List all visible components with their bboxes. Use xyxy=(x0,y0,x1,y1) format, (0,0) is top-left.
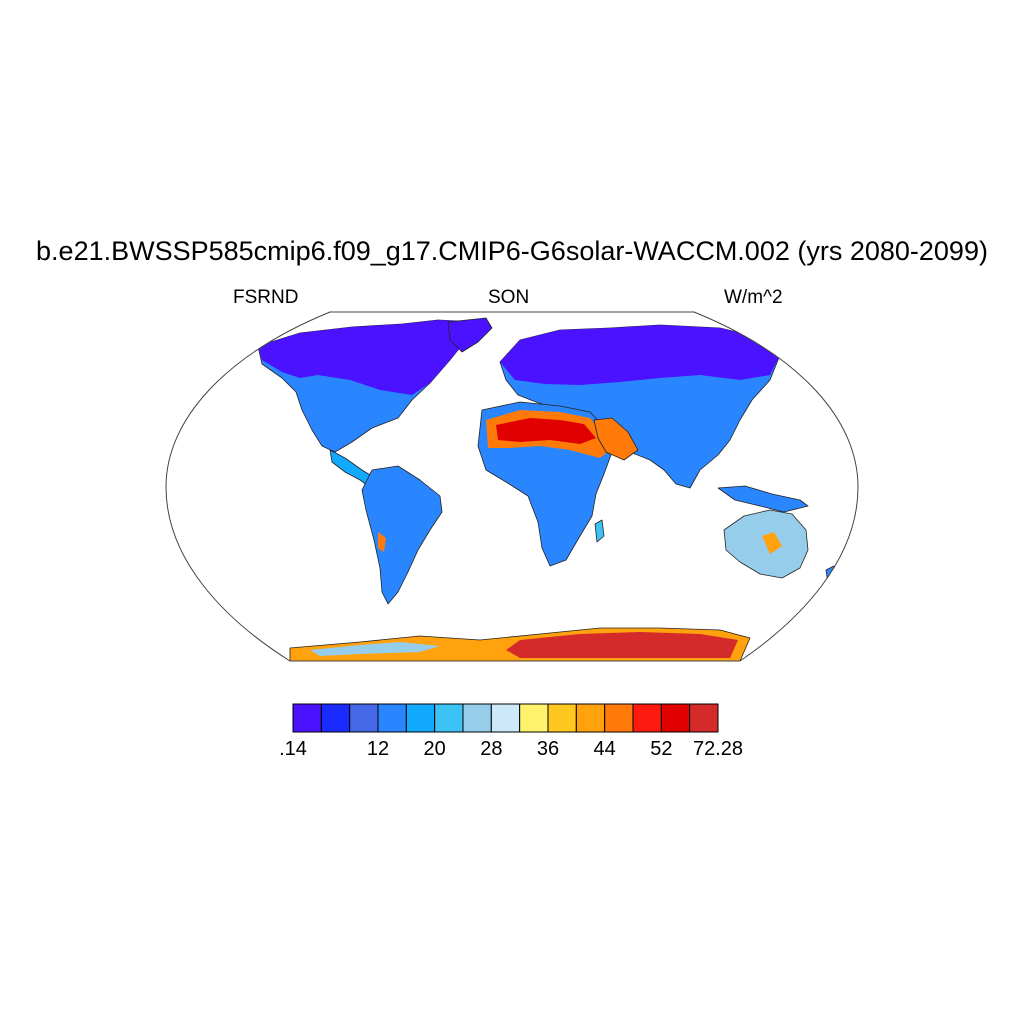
north-america-arctic xyxy=(258,320,478,395)
season-label: SON xyxy=(488,287,530,308)
variable-label: FSRND xyxy=(233,287,299,308)
greenland xyxy=(447,317,493,353)
colorbar-tick-label: 52 xyxy=(650,738,673,760)
colorbar-swatch xyxy=(292,703,322,733)
sahara-core xyxy=(496,418,596,444)
colorbar-swatch xyxy=(519,703,549,733)
colorbar-tick-label: 28 xyxy=(480,738,503,760)
arabia xyxy=(593,417,639,461)
colorbar-tick-label: 36 xyxy=(536,738,560,760)
south-america xyxy=(361,465,443,605)
units-label: W/m^2 xyxy=(724,287,783,308)
colorbar-swatch xyxy=(462,703,492,733)
colorbar-swatch xyxy=(689,703,719,733)
antarctica-east xyxy=(506,632,738,658)
south-america-highlight xyxy=(378,532,386,552)
colorbar-tick-label: .14 xyxy=(279,738,307,760)
colorbar-swatch xyxy=(660,703,691,733)
colorbar-tick-label: 72.28 xyxy=(692,738,744,760)
colorbar-swatch xyxy=(575,703,606,733)
eurasia-north xyxy=(500,325,780,385)
madagascar xyxy=(594,519,605,543)
colorbar-swatch xyxy=(434,703,464,733)
plot-title: b.e21.BWSSP585cmip6.f09_g17.CMIP6-G6sola… xyxy=(36,236,988,266)
colorbar-swatch xyxy=(377,703,407,733)
maritime-asia xyxy=(717,485,809,513)
colorbar-tick-label: 12 xyxy=(366,738,390,760)
map-outline xyxy=(165,311,859,662)
colorbar-swatch xyxy=(632,703,662,733)
colorbar-tick-label: 20 xyxy=(423,738,446,760)
antarctica-west xyxy=(310,642,440,656)
colorbar-tick-label: 44 xyxy=(593,738,616,760)
colorbar-swatch xyxy=(405,703,436,733)
colorbar-swatch xyxy=(320,703,351,733)
colorbar-swatch xyxy=(604,703,634,733)
colorbar-swatch xyxy=(490,703,521,733)
australia-hot xyxy=(762,532,782,554)
colorbar-swatch xyxy=(547,703,577,733)
colorbar-swatch xyxy=(349,703,379,733)
